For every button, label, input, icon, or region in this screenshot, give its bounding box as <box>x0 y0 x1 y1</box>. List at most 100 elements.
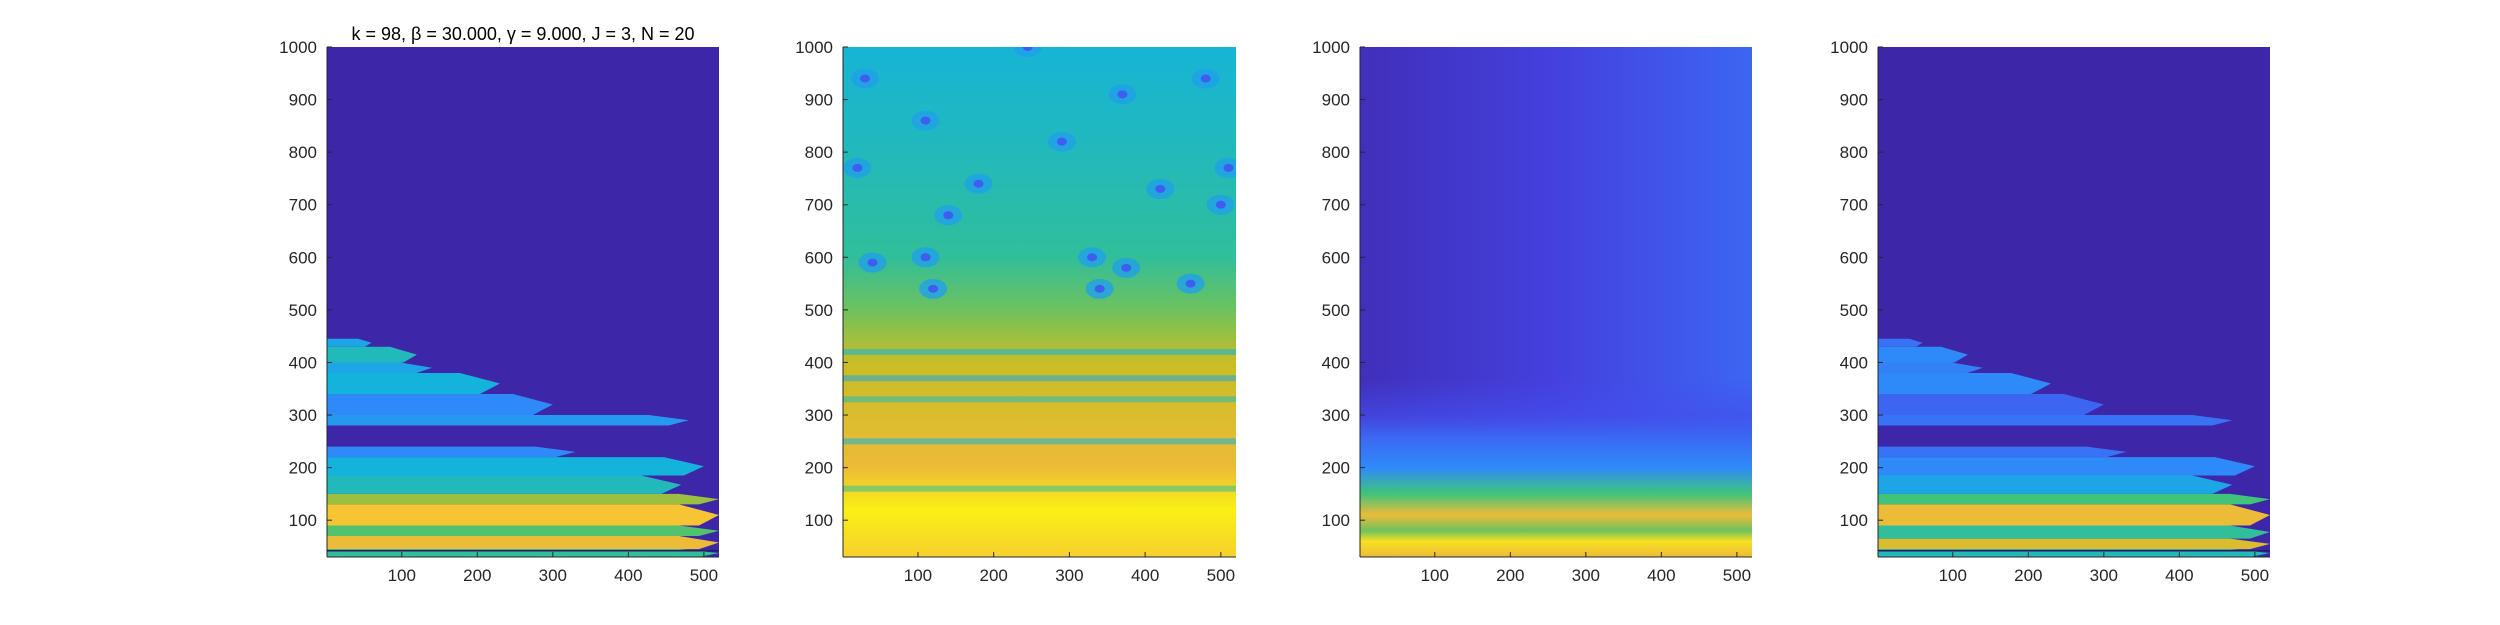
y-tick-label: 200 <box>1322 459 1350 478</box>
heatmap-field <box>843 47 1236 557</box>
heatmap-band <box>327 394 553 416</box>
y-tick-label: 500 <box>1322 301 1350 320</box>
x-tick-label: 100 <box>1421 566 1449 585</box>
y-tick-label: 800 <box>805 143 833 162</box>
heatmap-spot-core <box>1056 137 1067 146</box>
heatmap-band <box>327 535 719 550</box>
heatmap-stripe <box>843 348 1236 355</box>
heatmap-band <box>327 346 417 363</box>
x-tick-label: 500 <box>2241 566 2269 585</box>
y-tick-label: 600 <box>289 248 317 267</box>
x-tick-label: 200 <box>2014 566 2042 585</box>
heatmap-band <box>1878 457 2255 476</box>
heatmap-spot-core <box>1094 284 1105 293</box>
y-tick-label: 100 <box>1322 511 1350 530</box>
y-tick-label: 700 <box>1840 196 1868 215</box>
heatmap-band <box>327 475 682 494</box>
y-tick-label: 1000 <box>1830 38 1868 57</box>
x-tick-label: 500 <box>690 566 718 585</box>
heatmap-band <box>1878 346 1968 363</box>
heatmap-band <box>327 372 500 395</box>
x-tick-label: 200 <box>980 566 1008 585</box>
heatmap-spot-core <box>1223 163 1234 172</box>
heatmap-band <box>327 415 689 426</box>
heatmap-band <box>327 362 432 373</box>
y-tick-label: 500 <box>805 301 833 320</box>
y-tick-label: 300 <box>805 406 833 425</box>
x-tick-label: 500 <box>1723 566 1751 585</box>
x-tick-label: 400 <box>1131 566 1159 585</box>
heatmap-field <box>1360 47 1752 557</box>
heatmap-stripe <box>843 375 1236 382</box>
y-tick-label: 100 <box>289 511 317 530</box>
heatmap-spot-core <box>973 179 984 188</box>
y-tick-label: 300 <box>1840 406 1868 425</box>
x-tick-label: 300 <box>2090 566 2118 585</box>
heatmap-panel-1: 100 200 300 400 500 600 700 800 900 1000 100 200 300… <box>279 24 719 585</box>
y-tick-label: 800 <box>289 143 317 162</box>
y-tick-label: 600 <box>1840 248 1868 267</box>
x-tick-label: 100 <box>1939 566 1967 585</box>
heatmap-spot-core <box>920 116 931 125</box>
heatmap-panel-2: 100 200 300 400 500 600 700 800 900 1000 100 200 300… <box>795 38 1236 585</box>
x-tick-label: 300 <box>539 566 567 585</box>
y-tick-label: 1000 <box>279 38 317 57</box>
heatmap-band <box>1878 394 2104 416</box>
heatmap-band <box>327 504 719 526</box>
heatmap-spot-core <box>1185 279 1196 288</box>
heatmap-field <box>327 47 719 557</box>
heatmap-tint <box>1360 47 1752 437</box>
y-tick-label: 600 <box>1322 248 1350 267</box>
heatmap-spot-core <box>1155 184 1166 193</box>
heatmap-stripe <box>843 438 1236 445</box>
heatmap-spot-core <box>943 211 954 220</box>
heatmap-spot-core <box>867 258 878 267</box>
y-tick-label: 200 <box>1840 459 1868 478</box>
y-tick-label: 500 <box>1840 301 1868 320</box>
heatmap-band <box>1878 362 1983 373</box>
heatmap-band <box>327 457 704 476</box>
heatmap-band <box>1878 493 2270 505</box>
x-tick-label: 300 <box>1572 566 1600 585</box>
heatmap-band <box>327 446 576 458</box>
heatmap-panel-4: 100 200 300 400 500 600 700 800 900 1000 100 200 300… <box>1830 38 2270 585</box>
y-tick-label: 300 <box>289 406 317 425</box>
y-tick-label: 400 <box>805 353 833 372</box>
y-tick-label: 700 <box>289 196 317 215</box>
heatmap-field <box>1878 47 2270 557</box>
y-tick-label: 600 <box>805 248 833 267</box>
x-tick-label: 500 <box>1207 566 1235 585</box>
x-tick-label: 100 <box>904 566 932 585</box>
heatmap-spot-core <box>1022 47 1033 51</box>
y-tick-label: 800 <box>1322 143 1350 162</box>
heatmap-band <box>1878 504 2270 526</box>
heatmap-panel-3: 100 200 300 400 500 600 700 800 900 1000 100 200 300… <box>1312 38 1752 585</box>
heatmap-band <box>327 493 719 505</box>
heatmap-spot-core <box>1215 200 1226 209</box>
y-tick-label: 900 <box>1840 91 1868 110</box>
y-tick-label: 200 <box>289 459 317 478</box>
y-tick-label: 400 <box>1322 353 1350 372</box>
y-tick-label: 1000 <box>1312 38 1350 57</box>
heatmap-band <box>1878 538 2270 550</box>
x-tick-label: 100 <box>388 566 416 585</box>
heatmap-spot-core <box>859 74 870 83</box>
heatmap-spot <box>1013 47 1042 57</box>
heatmap-spot-core <box>1117 90 1128 99</box>
y-tick-label: 800 <box>1840 143 1868 162</box>
y-tick-label: 1000 <box>795 38 833 57</box>
y-tick-label: 900 <box>1322 91 1350 110</box>
x-tick-label: 400 <box>614 566 642 585</box>
x-tick-label: 200 <box>463 566 491 585</box>
heatmap-gradient <box>843 47 1236 557</box>
heatmap-band <box>1878 372 2051 395</box>
x-tick-label: 300 <box>1055 566 1083 585</box>
y-tick-label: 100 <box>1840 511 1868 530</box>
y-tick-label: 300 <box>1322 406 1350 425</box>
y-tick-label: 900 <box>289 91 317 110</box>
heatmap-band <box>1878 475 2233 494</box>
heatmap-stripe <box>843 396 1236 403</box>
heatmap-band <box>1878 446 2127 458</box>
heatmap-band <box>1878 338 1923 347</box>
